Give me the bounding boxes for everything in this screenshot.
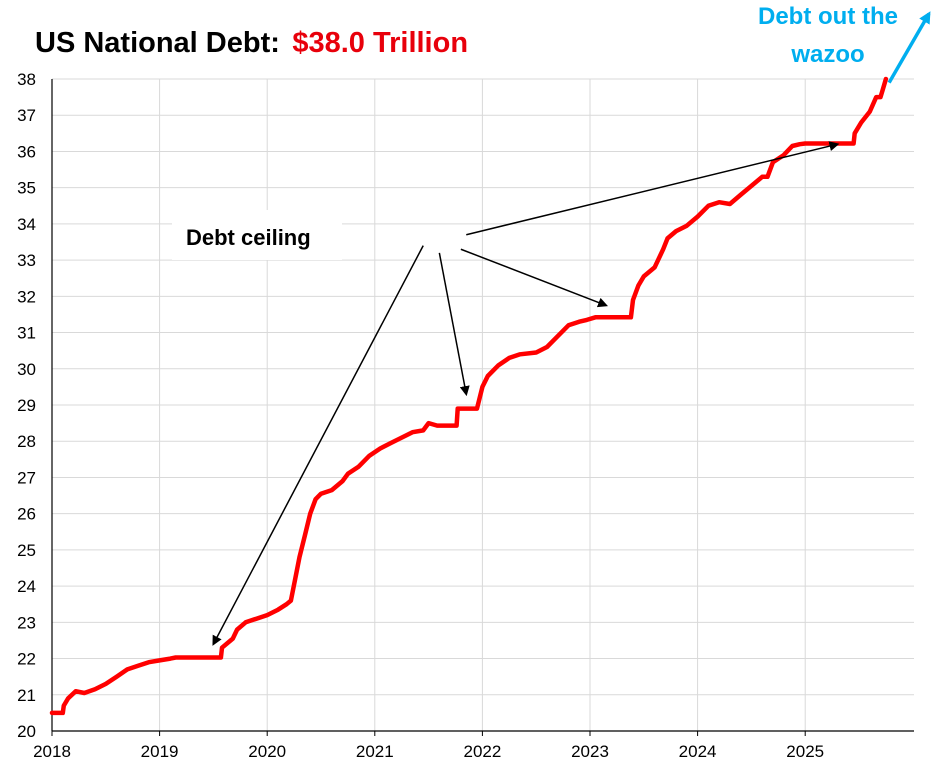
x-tick-label: 2020 [248, 742, 286, 761]
y-tick-labels: 20 21 22 23 24 25 26 27 28 29 30 31 32 33 34 35 36 37 38 [17, 70, 36, 741]
chart-title: US National Debt: $38.0 Trillion [35, 27, 468, 59]
y-tick-label: 24 [17, 577, 36, 596]
y-tick-label: 30 [17, 360, 36, 379]
y-tick-label: 34 [17, 215, 36, 234]
debt-ceiling-arrow [466, 141, 840, 236]
grid [52, 78, 914, 731]
chart-title-main: US National Debt: [35, 27, 280, 59]
axes [51, 79, 914, 736]
x-tick-label: 2019 [141, 742, 179, 761]
x-tick-labels: 2018 2019 2020 2021 2022 2023 2024 2025 [33, 742, 824, 761]
x-tick-label: 2025 [786, 742, 824, 761]
wazoo-label-line1: Debt out the [758, 3, 898, 30]
debt-ceiling-label-box [172, 210, 342, 260]
x-tick-label: 2024 [679, 742, 717, 761]
x-tick-label: 2023 [571, 742, 609, 761]
debt-ceiling-arrow [438, 252, 470, 397]
x-tick-label: 2018 [33, 742, 71, 761]
x-tick-label: 2021 [356, 742, 394, 761]
y-tick-label: 21 [17, 686, 36, 705]
y-tick-label: 33 [17, 251, 36, 270]
debt-ceiling-label: Debt ceiling [186, 225, 311, 250]
chart-title-value: $38.0 Trillion [292, 27, 468, 59]
debt-ceiling-arrow [212, 245, 424, 646]
y-tick-label: 27 [17, 468, 36, 487]
y-tick-label: 36 [17, 142, 36, 161]
y-tick-label: 23 [17, 613, 36, 632]
y-tick-label: 38 [17, 70, 36, 89]
y-tick-label: 20 [17, 722, 36, 741]
y-tick-label: 37 [17, 106, 36, 125]
y-tick-label: 31 [17, 324, 36, 343]
wazoo-label-line2: wazoo [790, 41, 864, 68]
y-tick-label: 26 [17, 505, 36, 524]
series-layer [49, 76, 889, 716]
x-tick-label: 2022 [463, 742, 501, 761]
y-tick-label: 32 [17, 287, 36, 306]
y-tick-label: 29 [17, 396, 36, 415]
y-tick-label: 22 [17, 650, 36, 669]
wazoo-arrow [887, 11, 931, 84]
y-tick-label: 25 [17, 541, 36, 560]
annotation-arrows [212, 11, 931, 646]
debt-ceiling-arrow [460, 248, 609, 308]
y-tick-label: 35 [17, 179, 36, 198]
debt-series-line [49, 76, 889, 716]
y-tick-label: 28 [17, 432, 36, 451]
